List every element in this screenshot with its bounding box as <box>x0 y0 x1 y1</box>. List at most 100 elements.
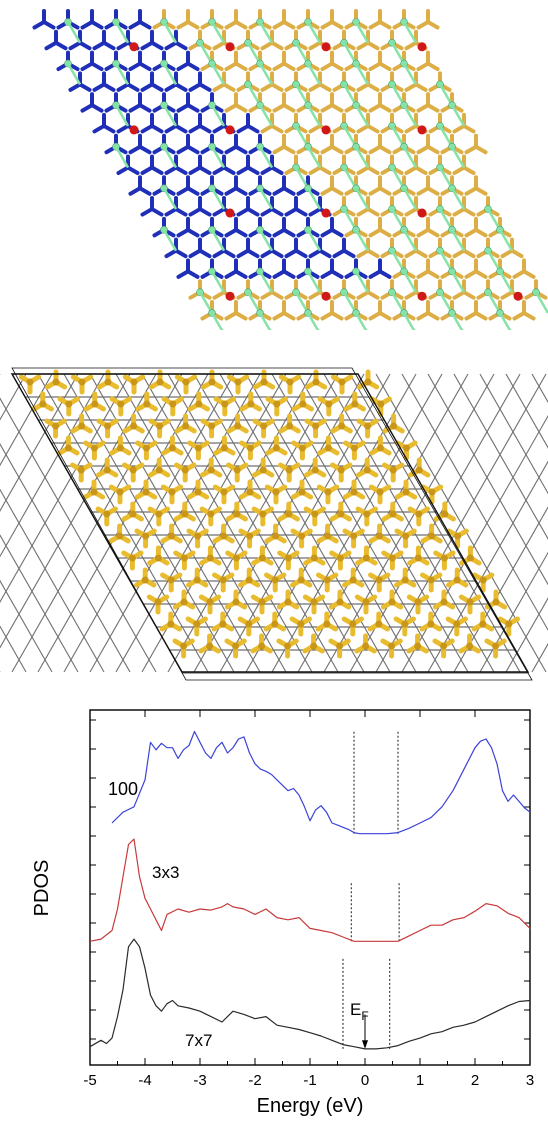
red-adatom <box>418 42 427 51</box>
gold-atom <box>377 445 384 452</box>
pdos-curves <box>90 732 530 1049</box>
middle-atomic-structure-panel <box>0 360 548 690</box>
y-axis-title: PDOS <box>31 860 53 917</box>
gold-atom <box>233 599 240 606</box>
bond <box>332 188 342 194</box>
gold-atom <box>351 445 358 452</box>
bond <box>80 84 90 90</box>
bond <box>188 64 198 70</box>
bond <box>476 147 486 153</box>
red-adatom <box>322 292 331 301</box>
gold-atom <box>273 489 280 496</box>
gold-atom <box>103 511 110 518</box>
gold-atom <box>364 467 371 474</box>
x-tick-label: -2 <box>248 1072 261 1089</box>
gold-atom <box>401 621 408 628</box>
gold-atom <box>299 401 306 408</box>
bond <box>272 84 282 90</box>
gold-atom <box>143 445 150 452</box>
gold-atom <box>180 643 187 650</box>
bond <box>272 43 282 49</box>
bond <box>272 167 282 173</box>
gold-atom <box>402 577 409 584</box>
bond <box>416 251 426 257</box>
gold-atom <box>414 643 421 650</box>
gold-atom <box>467 555 474 562</box>
bond <box>380 271 390 277</box>
gold-atom <box>453 621 460 628</box>
gold-atom <box>182 467 189 474</box>
gold-atom <box>78 467 85 474</box>
bond <box>224 251 234 257</box>
bond <box>104 84 114 90</box>
gold-atom <box>65 445 72 452</box>
gold-atom <box>363 599 370 606</box>
gold-atom <box>402 533 409 540</box>
bond <box>272 126 282 132</box>
gold-atom <box>219 621 226 628</box>
grid-line <box>532 374 548 672</box>
gold-atom <box>390 423 397 430</box>
gold-atom <box>157 379 164 386</box>
gold-atom <box>337 511 344 518</box>
pdos-curve-3x3 <box>90 839 530 941</box>
gold-atom <box>258 643 265 650</box>
bond <box>152 43 162 49</box>
bond <box>224 167 234 173</box>
bond <box>512 251 522 257</box>
gold-atom <box>311 555 318 562</box>
bond <box>200 126 210 132</box>
gold-atom <box>336 643 343 650</box>
x-tick-label: -4 <box>138 1072 151 1089</box>
bond <box>236 313 246 319</box>
bond <box>248 251 258 257</box>
bond <box>464 292 474 298</box>
bond <box>104 126 114 132</box>
gold-atom <box>271 621 278 628</box>
bond <box>428 105 438 111</box>
gold-atom <box>117 445 124 452</box>
bond <box>188 230 198 236</box>
bond <box>284 105 294 111</box>
red-adatom <box>514 292 523 301</box>
gold-atom <box>116 533 123 540</box>
bond <box>380 147 390 153</box>
gold-atom <box>104 467 111 474</box>
x-tick-label: -5 <box>83 1072 96 1089</box>
gold-atom <box>233 555 240 562</box>
bond <box>248 167 258 173</box>
gold-atom <box>285 555 292 562</box>
bond <box>284 64 294 70</box>
gold-atom <box>297 621 304 628</box>
gold-atom <box>377 401 384 408</box>
gold-atom <box>155 555 162 562</box>
gold-atom <box>221 445 228 452</box>
bond <box>236 271 246 277</box>
gold-atom <box>349 621 356 628</box>
gold-atom <box>403 445 410 452</box>
bond <box>188 22 198 28</box>
x-tick-label: 1 <box>416 1072 424 1089</box>
bond <box>236 22 246 28</box>
red-adatom <box>322 125 331 134</box>
bond <box>428 271 438 277</box>
gold-atom <box>169 401 176 408</box>
bond <box>92 64 102 70</box>
bond <box>176 209 186 215</box>
gold-atom <box>337 599 344 606</box>
gold-atom <box>415 555 422 562</box>
x-tick-label: 2 <box>471 1072 479 1089</box>
gold-atom <box>441 511 448 518</box>
red-adatom <box>322 209 331 218</box>
curve-label-7x7: 7x7 <box>185 1031 212 1050</box>
bond <box>368 167 378 173</box>
bond <box>44 22 54 28</box>
bond <box>236 230 246 236</box>
bond <box>476 313 486 319</box>
bond <box>284 230 294 236</box>
bond <box>368 251 378 257</box>
gold-atom <box>131 379 138 386</box>
gold-atom <box>221 401 228 408</box>
gold-atom <box>440 643 447 650</box>
